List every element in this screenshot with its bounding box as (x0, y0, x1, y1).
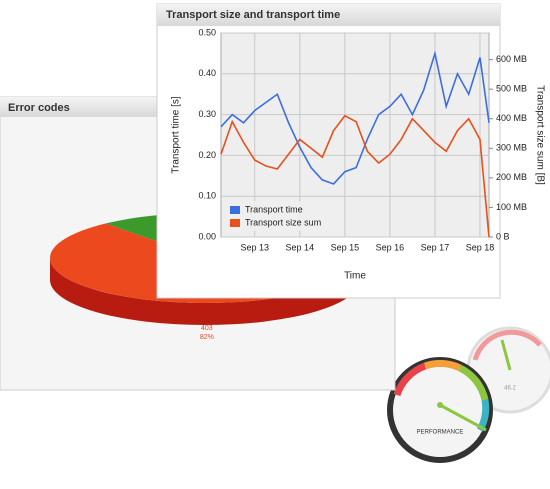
legend-swatch (230, 206, 240, 214)
legend-box (226, 201, 344, 231)
legend-label: Transport time (245, 204, 303, 214)
y2-tick-label: 500 MB (496, 84, 527, 94)
x-tick-label: Sep 18 (466, 242, 495, 252)
y2-tick-label: 600 MB (496, 54, 527, 64)
pie-title: Error codes (8, 102, 70, 114)
pie-label: 403 (201, 325, 213, 332)
y-tick-label: 0.40 (198, 68, 216, 78)
y2-tick-label: 400 MB (496, 113, 527, 123)
y2-tick-label: 200 MB (496, 172, 527, 182)
line-title: Transport size and transport time (166, 9, 340, 21)
y-tick-label: 0.30 (198, 109, 216, 119)
legend-swatch (230, 219, 240, 227)
y-tick-label: 0.50 (198, 27, 216, 37)
pie-side (50, 258, 360, 325)
y2-tick-label: 300 MB (496, 143, 527, 153)
y-tick-label: 0.00 (198, 231, 216, 241)
y-tick-label: 0.10 (198, 191, 216, 201)
y-tick-label: 0.20 (198, 150, 216, 160)
y-axis-label: Transport time [s] (171, 96, 182, 174)
y2-tick-label: 0 B (496, 231, 510, 241)
gauge-small-label: 46.2 (504, 386, 516, 392)
gauge-label: PERFORMANCE (417, 430, 464, 436)
x-tick-label: Sep 14 (286, 242, 315, 252)
y2-tick-label: 100 MB (496, 202, 527, 212)
x-tick-label: Sep 16 (376, 242, 405, 252)
legend-label: Transport size sum (245, 217, 321, 227)
line-series (220, 50, 490, 185)
x-tick-label: Sep 15 (331, 242, 360, 252)
pie-value-label: 82% (200, 334, 214, 341)
x-tick-label: Sep 13 (241, 242, 270, 252)
y2-axis-label: Transport size sum [B] (534, 85, 545, 185)
line-panel: Transport size and transport time Time T… (156, 3, 545, 299)
x-tick-label: Sep 17 (421, 242, 450, 252)
line-series (220, 114, 490, 238)
x-axis-label: Time (344, 271, 366, 282)
gauges: 46.2 PERFORMANCE (387, 326, 550, 463)
